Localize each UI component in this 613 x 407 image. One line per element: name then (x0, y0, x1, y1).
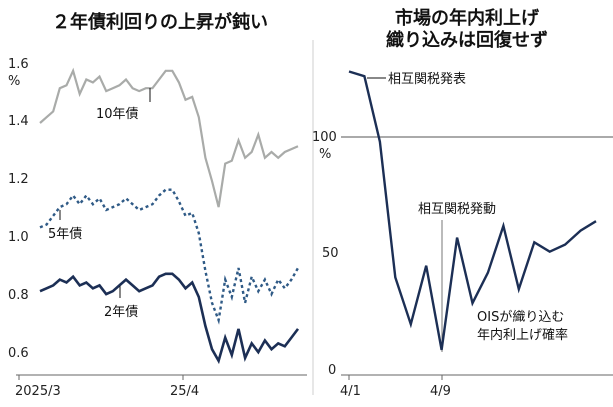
ois-label-line2: 年内利上げ確率 (477, 327, 568, 343)
y-tick-50: 50 (322, 246, 339, 261)
x-tick-2025-3: 2025/3 (15, 384, 61, 399)
y-tick-1-2: 1.2 (8, 172, 29, 187)
ois-label-line1: OISが織り込む (477, 310, 564, 325)
series-line-2y (39, 272, 300, 365)
series-line-5y (39, 188, 300, 325)
series-label-10y: 10年債 (96, 107, 139, 122)
y-tick-1-0: 1.0 (8, 230, 29, 245)
event1-label: 相互関税発表 (388, 72, 466, 87)
series-label-5y: 5年債 (48, 227, 82, 242)
y-tick-1-4: 1.4 (8, 114, 29, 129)
series-label-2y: 2年債 (104, 305, 138, 320)
right-chart-title-line2: 織り込みは回復せず (386, 29, 548, 51)
event2-label: 相互関税発動 (418, 202, 496, 217)
series-line-ois (348, 70, 597, 351)
x-tick-25-4: 25/4 (170, 384, 199, 399)
x-tick-4-9: 4/9 (430, 384, 451, 399)
x-tick-4-1: 4/1 (340, 384, 361, 399)
y-tick-100: 100 (312, 130, 337, 145)
y-tick-0: 0 (328, 363, 336, 378)
y-tick-0-8: 0.8 (8, 288, 29, 303)
series-line-10y (39, 67, 299, 208)
right-chart: 市場の年内利上げ 織り込みは回復せず 100 % 50 0 4/1 4/9 相互… (312, 7, 613, 399)
y-unit-right: % (319, 147, 331, 162)
y-tick-0-6: 0.6 (8, 346, 29, 361)
right-chart-title-line1: 市場の年内利上げ (395, 7, 540, 29)
left-chart-title: ２年債利回りの上昇が鈍い (52, 11, 268, 33)
left-chart: ２年債利回りの上昇が鈍い 1.6 % 1.4 1.2 1.0 0.8 0.6 2… (8, 11, 307, 399)
y-tick-1-6: 1.6 (8, 57, 29, 72)
y-unit-left: % (8, 74, 20, 89)
